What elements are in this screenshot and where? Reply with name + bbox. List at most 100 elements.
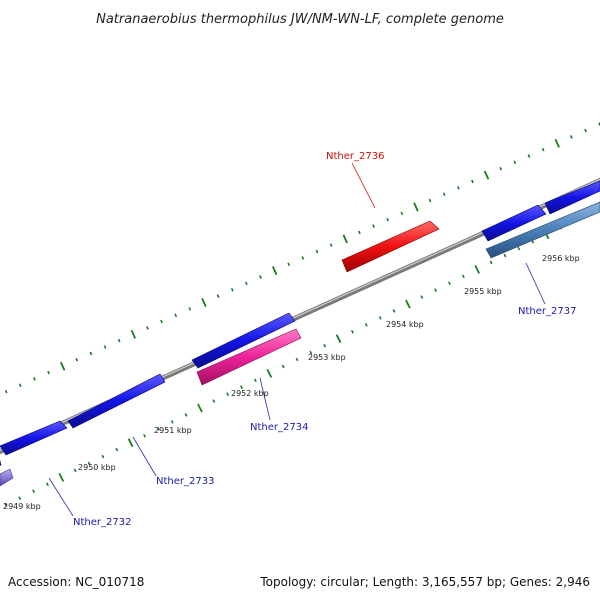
gene-labels: Nther_2732 Nther_2733 Nther_2734 Nther_2… [48,151,576,528]
gene-arrow[interactable] [191,312,296,369]
minor-tick [281,364,285,369]
minor-tick [392,309,396,313]
scale-label: 2955 kbp [464,287,502,296]
outer-tick-track [4,122,600,394]
minor-tick [73,468,77,473]
scale-label: 2952 kbp [231,389,269,398]
minor-tick [18,383,22,388]
leader-line [351,162,376,209]
minor-tick [226,392,230,396]
major-tick [197,403,203,413]
minor-tick [170,420,174,424]
minor-tick [295,357,299,362]
minor-tick [420,295,424,299]
major-tick [130,329,137,339]
major-tick [58,472,65,482]
minor-tick [364,323,368,327]
major-tick [483,170,490,180]
minor-tick [212,399,216,403]
gene-arrow-nther-2733-region[interactable] [0,420,68,456]
minor-tick [230,287,234,292]
minor-tick [489,260,493,265]
minor-tick [301,256,305,260]
gene-arrow[interactable] [544,180,600,215]
scale-labels: 2949 kbp 2950 kbp 2951 kbp 2952 kbp 2953… [3,254,580,511]
minor-tick [503,253,507,258]
major-tick [271,266,278,276]
minor-tick [75,357,79,362]
gene-label-nther-2737[interactable]: Nther_2737 [518,306,576,317]
minor-tick [386,217,390,222]
map-title: Natranaerobius thermophilus JW/NM-WN-LF,… [96,12,504,27]
gene-label-nther-2733[interactable]: Nther_2733 [156,476,214,487]
major-tick [201,298,207,307]
minor-tick [584,128,587,133]
minor-tick [378,316,382,320]
major-tick [554,138,560,148]
minor-tick [18,496,22,500]
minor-tick [461,274,465,279]
minor-tick [240,385,244,390]
minor-tick [4,389,8,394]
minor-tick [569,135,573,139]
major-tick [59,361,66,371]
gene-arrow-nther-2732[interactable] [0,468,14,487]
minor-tick [372,224,375,228]
minor-tick [517,246,521,251]
minor-tick [244,281,248,286]
minor-tick [47,370,50,375]
gene-arrow[interactable] [67,373,166,429]
leader-line [48,477,74,517]
major-tick [335,334,342,344]
minor-tick [442,192,446,197]
minor-tick [259,275,262,279]
minor-tick [400,211,404,216]
gene-label-nther-2736[interactable]: Nther_2736 [326,151,384,162]
minor-tick [358,230,361,235]
leader-line [132,436,157,477]
scale-label: 2956 kbp [542,254,580,263]
minor-tick [448,281,451,286]
major-tick [342,234,348,244]
leader-line [525,262,546,305]
minor-tick [434,288,438,292]
gene-label-nther-2732[interactable]: Nther_2732 [73,517,131,528]
gene-features [0,180,600,487]
accession-text: Accession: NC_010718 [8,575,144,589]
gene-arrow-nther-2736[interactable] [341,220,440,273]
scale-label: 2950 kbp [78,463,116,472]
minor-tick [32,377,36,381]
minor-tick [253,378,257,383]
minor-tick [143,433,146,438]
minor-tick [350,329,354,334]
minor-tick [499,166,503,171]
gene-arrow-nther-2734[interactable] [196,328,302,386]
major-tick [413,202,419,212]
minor-tick [329,243,333,247]
gene-arrow-nther-2737[interactable] [485,201,600,259]
minor-tick [156,427,160,431]
scale-label: 2954 kbp [386,320,424,329]
minor-tick [45,482,49,487]
major-tick [266,368,273,378]
gene-arrow[interactable] [481,204,547,242]
minor-tick [471,179,474,184]
scale-label: 2953 kbp [308,353,346,362]
gene-label-nther-2734[interactable]: Nther_2734 [250,422,308,433]
minor-tick [184,413,188,417]
minor-tick [323,343,327,348]
minor-tick [513,160,517,165]
inner-tick-track [4,212,590,507]
minor-tick [174,313,178,318]
minor-tick [160,319,163,324]
minor-tick [188,307,192,311]
minor-tick [216,294,220,298]
minor-tick [103,345,107,349]
minor-tick [32,489,36,493]
minor-tick [315,249,319,254]
gene-arrow[interactable] [0,457,2,467]
major-tick [405,299,411,309]
minor-tick [4,503,8,507]
minor-tick [309,350,313,355]
